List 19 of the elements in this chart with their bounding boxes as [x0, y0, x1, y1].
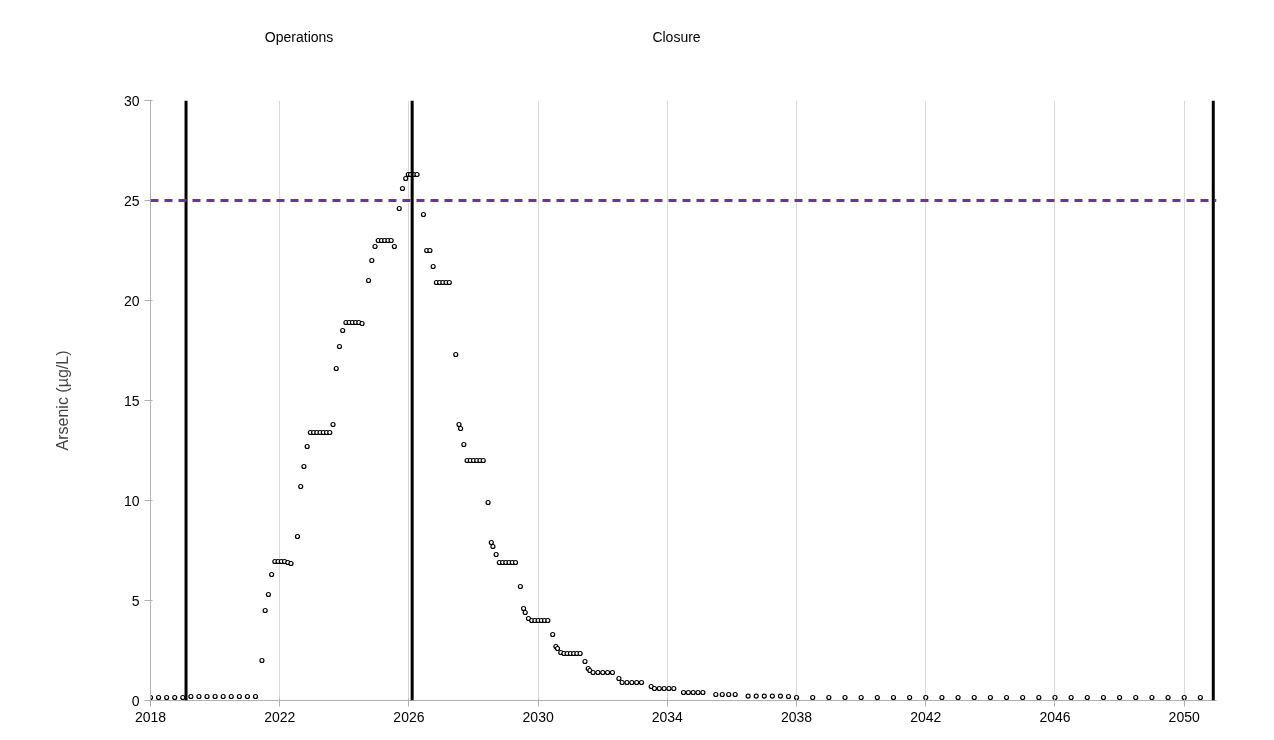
x-tick-label: 2042 [910, 708, 942, 725]
x-tick-label: 2038 [780, 708, 813, 725]
x-tick-label: 2022 [264, 708, 296, 725]
text: Closure [652, 28, 701, 45]
text: Operations [264, 28, 334, 45]
y-tick-label: 20 [123, 292, 140, 309]
y-tick-label: 5 [131, 592, 140, 609]
y-tick-label: 0 [131, 692, 140, 709]
y-tick-label: 30 [123, 92, 140, 109]
x-tick-label: 2034 [651, 708, 684, 725]
x-tick-label: 2050 [1168, 708, 1200, 725]
y-tick-label: 15 [123, 392, 140, 409]
y-axis-title: Arsenic (µg/L) [53, 350, 71, 451]
y-tick-label: 25 [123, 192, 140, 209]
x-tick-label: 2030 [522, 708, 554, 725]
x-tick-label: 2018 [134, 708, 167, 725]
x-tick-label: 2046 [1039, 708, 1071, 725]
x-tick-label: 2026 [393, 708, 425, 725]
y-tick-label: 10 [123, 492, 140, 509]
